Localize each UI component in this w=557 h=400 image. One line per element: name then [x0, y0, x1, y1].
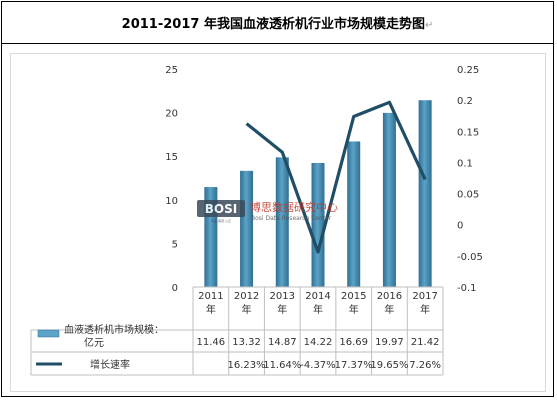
- table-value-bar: 13.32: [232, 337, 261, 348]
- y-right-tick-label: 0.2: [457, 96, 473, 107]
- legend-swatch-bar: [37, 329, 60, 338]
- y-right-tick-label: 0.05: [457, 190, 479, 201]
- y-left-tick-label: 20: [165, 109, 178, 120]
- chart-title: 2011-2017 年我国血液透析机行业市场规模走势图↵: [121, 16, 434, 32]
- x-category-label: 2013 年: [270, 291, 295, 316]
- title-bar: 2011-2017 年我国血液透析机行业市场规模走势图↵: [1, 1, 554, 44]
- legend-label-bar-line: 血液透析机市场规模：: [64, 323, 164, 336]
- bar: [275, 157, 289, 287]
- legend-label-bar: 血液透析机市场规模：亿元: [64, 323, 164, 349]
- x-category-label-line: 年: [384, 303, 394, 316]
- x-category-label: 2014 年: [305, 291, 330, 316]
- watermark: BOSI 专业·客观·公正 博思数据研究中心 Bosi Data Researc…: [197, 200, 338, 223]
- watermark-name-cn: 博思数据研究中心: [250, 200, 338, 214]
- table-value-line: 11.64%: [263, 360, 301, 371]
- y-right-tick-label: 0: [457, 221, 463, 232]
- watermark-tagline: 专业·客观·公正: [211, 218, 231, 223]
- bar: [347, 141, 361, 287]
- table-value-line: 17.37%: [335, 360, 373, 371]
- paragraph-mark: ↵: [424, 19, 434, 31]
- y-left-tick-label: 15: [165, 152, 178, 163]
- table-value-line: 7.26%: [409, 360, 441, 371]
- table-value-line: 19.65%: [370, 360, 408, 371]
- y-left-tick-label: 0: [172, 283, 178, 294]
- table-value-line: 16.23%: [228, 360, 266, 371]
- legend-label-line: 增长速率: [90, 358, 130, 371]
- legend-label-bar-line: 亿元: [84, 336, 104, 349]
- bar: [418, 100, 432, 288]
- y-right-tick-label: 0.25: [457, 65, 479, 76]
- table-value-bar: 21.42: [411, 337, 440, 348]
- x-category-label-line: 2014: [305, 291, 330, 302]
- x-category-label-line: 年: [313, 303, 323, 316]
- bar: [240, 170, 254, 287]
- y-right-tick-label: 0.1: [457, 158, 473, 169]
- x-category-label: 2011 年: [198, 291, 223, 316]
- x-category-label-line: 年: [277, 303, 287, 316]
- table-value-line: -4.37%: [300, 360, 335, 371]
- y-left-tick-label: 5: [172, 239, 178, 250]
- bar: [311, 163, 325, 287]
- watermark-name-en: Bosi Data Research Center: [251, 215, 332, 222]
- y-left-tick-label: 10: [165, 196, 178, 207]
- table-value-bar: 14.87: [268, 337, 297, 348]
- x-category-label-line: 2017: [412, 291, 437, 302]
- x-category-label-line: 年: [206, 303, 216, 316]
- growth-line: [245, 100, 427, 254]
- y-right-tick-label: 0.15: [457, 127, 479, 138]
- table-value-bar: 14.22: [304, 337, 333, 348]
- table-value-bar: 19.97: [375, 337, 404, 348]
- x-category-label-line: 2016: [377, 291, 402, 302]
- x-category-label: 2015 年: [341, 291, 366, 316]
- y-left-tick-label: 25: [165, 65, 178, 76]
- x-category-label-line: 年: [349, 303, 359, 316]
- x-category-label-line: 年: [420, 303, 430, 316]
- x-category-label: 2017 年: [412, 291, 437, 316]
- y-right-tick-label: -0.05: [457, 252, 483, 263]
- watermark-logo: BOSI: [205, 202, 237, 216]
- table-value-bar: 16.69: [339, 337, 368, 348]
- x-category-label-line: 年: [242, 303, 252, 316]
- x-category-label-line: 2011: [198, 291, 223, 302]
- x-category-label: 2012 年: [234, 291, 259, 316]
- x-category-label-line: 2015: [341, 291, 366, 302]
- watermark-logo-box: [197, 200, 245, 217]
- bar: [382, 112, 396, 287]
- x-category-label-line: 2012: [234, 291, 259, 302]
- x-category-label: 2016 年: [377, 291, 402, 316]
- table-value-bar: 11.46: [197, 337, 226, 348]
- x-category-label-line: 2013: [270, 291, 295, 302]
- y-right-tick-label: -0.1: [457, 283, 477, 294]
